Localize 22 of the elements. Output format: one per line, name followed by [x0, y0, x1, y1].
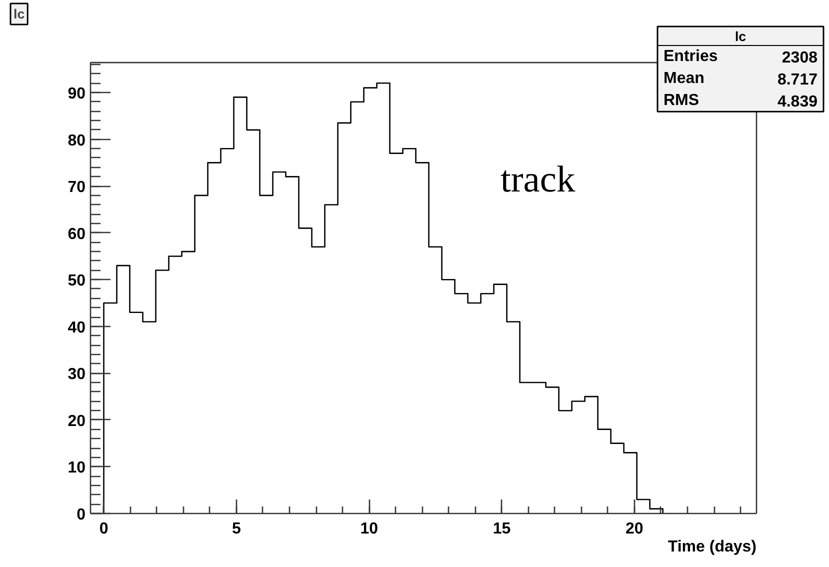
- x-tick-label: 0: [99, 520, 108, 538]
- text: lc: [734, 29, 747, 44]
- annotation: track: [500, 159, 576, 200]
- y-tick-label: 70: [68, 179, 86, 196]
- x-tick-label: 5: [232, 520, 241, 538]
- y-tick-label: 10: [68, 460, 86, 477]
- chart-title: lc: [14, 6, 26, 22]
- x-axis-title: Time (days): [668, 538, 756, 556]
- y-tick-label: 30: [68, 366, 86, 384]
- y-tick-label: 40: [68, 319, 86, 336]
- y-tick-label: 0: [76, 506, 86, 524]
- y-tick-label: 80: [68, 132, 86, 150]
- y-tick-label: 60: [68, 226, 86, 243]
- text: RMS 4.839: [664, 92, 818, 111]
- x-tick-label: 10: [360, 520, 378, 538]
- x-tick-label: 20: [626, 520, 644, 538]
- y-tick-label: 20: [68, 412, 86, 430]
- y-tick-label: 90: [68, 86, 86, 103]
- x-tick-label: 15: [492, 520, 511, 538]
- text: Mean 8.717: [664, 70, 818, 89]
- text: Entries 2308: [664, 48, 818, 67]
- y-tick-label: 50: [68, 272, 86, 290]
